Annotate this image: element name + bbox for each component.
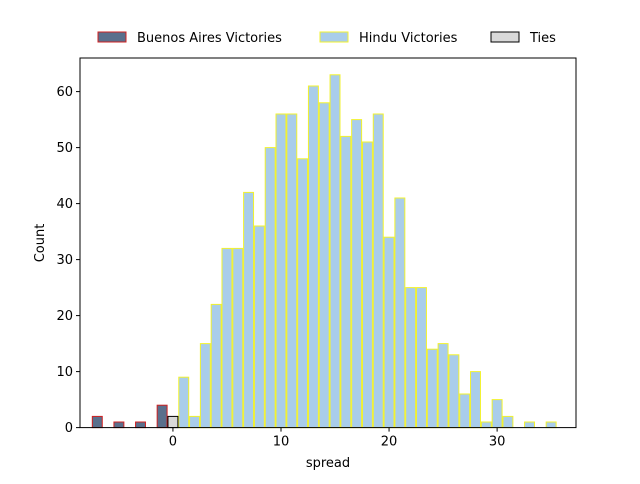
bar-series-1-4 <box>221 247 233 429</box>
bar-series-1-13 <box>318 102 330 429</box>
legend-swatch-2 <box>490 31 520 43</box>
y-tick-label-6: 60 <box>56 85 73 100</box>
bar-series-1-28 <box>480 421 492 429</box>
bar-series-1-9 <box>275 113 287 429</box>
bar-series-1-22 <box>416 287 427 429</box>
y-tick-label-5: 50 <box>56 141 73 156</box>
bars-layer <box>91 74 557 429</box>
legend-swatch-0 <box>97 31 127 43</box>
bar-series-1-1 <box>189 415 201 429</box>
bar-series-1-16 <box>351 119 363 429</box>
bar-series-1-21 <box>405 287 417 429</box>
legend-swatch-1 <box>319 31 349 43</box>
bar-series-1-7 <box>253 225 265 429</box>
bar-series-1-25 <box>448 354 460 429</box>
y-tick-label-2: 20 <box>56 309 73 324</box>
y-axis-label: Count <box>33 224 48 263</box>
bar-series-0-0 <box>91 415 103 429</box>
y-tick-label-4: 40 <box>56 197 73 212</box>
bar-series-1-5 <box>232 247 244 429</box>
bar-series-1-29 <box>491 399 503 429</box>
bar-series-1-30 <box>502 415 514 429</box>
x-tick-label-3: 30 <box>489 435 506 450</box>
bar-series-1-23 <box>426 348 438 429</box>
x-tick-label-1: 10 <box>273 435 290 450</box>
bar-series-1-17 <box>361 141 373 429</box>
plot-area-frame <box>79 57 577 429</box>
y-axis-ticks: 0 10 20 30 40 50 60 <box>56 85 80 436</box>
bar-series-1-0 <box>178 376 190 429</box>
bar-series-0-3 <box>156 404 168 429</box>
x-tick-label-2: 20 <box>381 435 398 450</box>
bar-series-1-20 <box>394 197 406 429</box>
x-tick-label-0: 0 <box>169 435 177 450</box>
bar-series-1-19 <box>383 236 395 429</box>
bar-series-1-2 <box>199 343 211 429</box>
legend-label-0: Buenos Aires Victories <box>137 31 282 46</box>
legend: Buenos Aires Victories Hindu Victories Tie… <box>97 31 556 46</box>
bar-series-2-0 <box>167 415 179 429</box>
y-tick-label-0: 0 <box>65 421 73 436</box>
bar-series-1-10 <box>286 113 298 429</box>
bar-series-1-32 <box>545 421 557 429</box>
y-tick-label-1: 10 <box>56 365 73 380</box>
bar-series-0-1 <box>113 421 125 429</box>
bar-series-1-27 <box>470 371 481 429</box>
bar-series-1-8 <box>264 147 276 429</box>
bar-series-1-14 <box>329 74 341 429</box>
legend-label-1: Hindu Victories <box>359 31 458 46</box>
bar-series-1-11 <box>297 158 309 429</box>
x-axis-label: spread <box>306 456 350 471</box>
bar-series-1-12 <box>307 85 319 429</box>
bar-series-1-24 <box>437 343 449 429</box>
bar-series-1-31 <box>524 421 536 429</box>
bar-series-0-2 <box>135 421 146 429</box>
bar-series-1-18 <box>372 113 384 429</box>
bar-series-1-6 <box>243 191 255 429</box>
bar-series-1-26 <box>459 393 471 429</box>
legend-label-2: Ties <box>529 31 556 46</box>
y-tick-label-3: 30 <box>56 253 73 268</box>
x-axis-ticks: 0 10 20 30 <box>169 427 506 450</box>
bar-series-1-15 <box>340 135 352 429</box>
bar-series-1-3 <box>210 303 222 429</box>
